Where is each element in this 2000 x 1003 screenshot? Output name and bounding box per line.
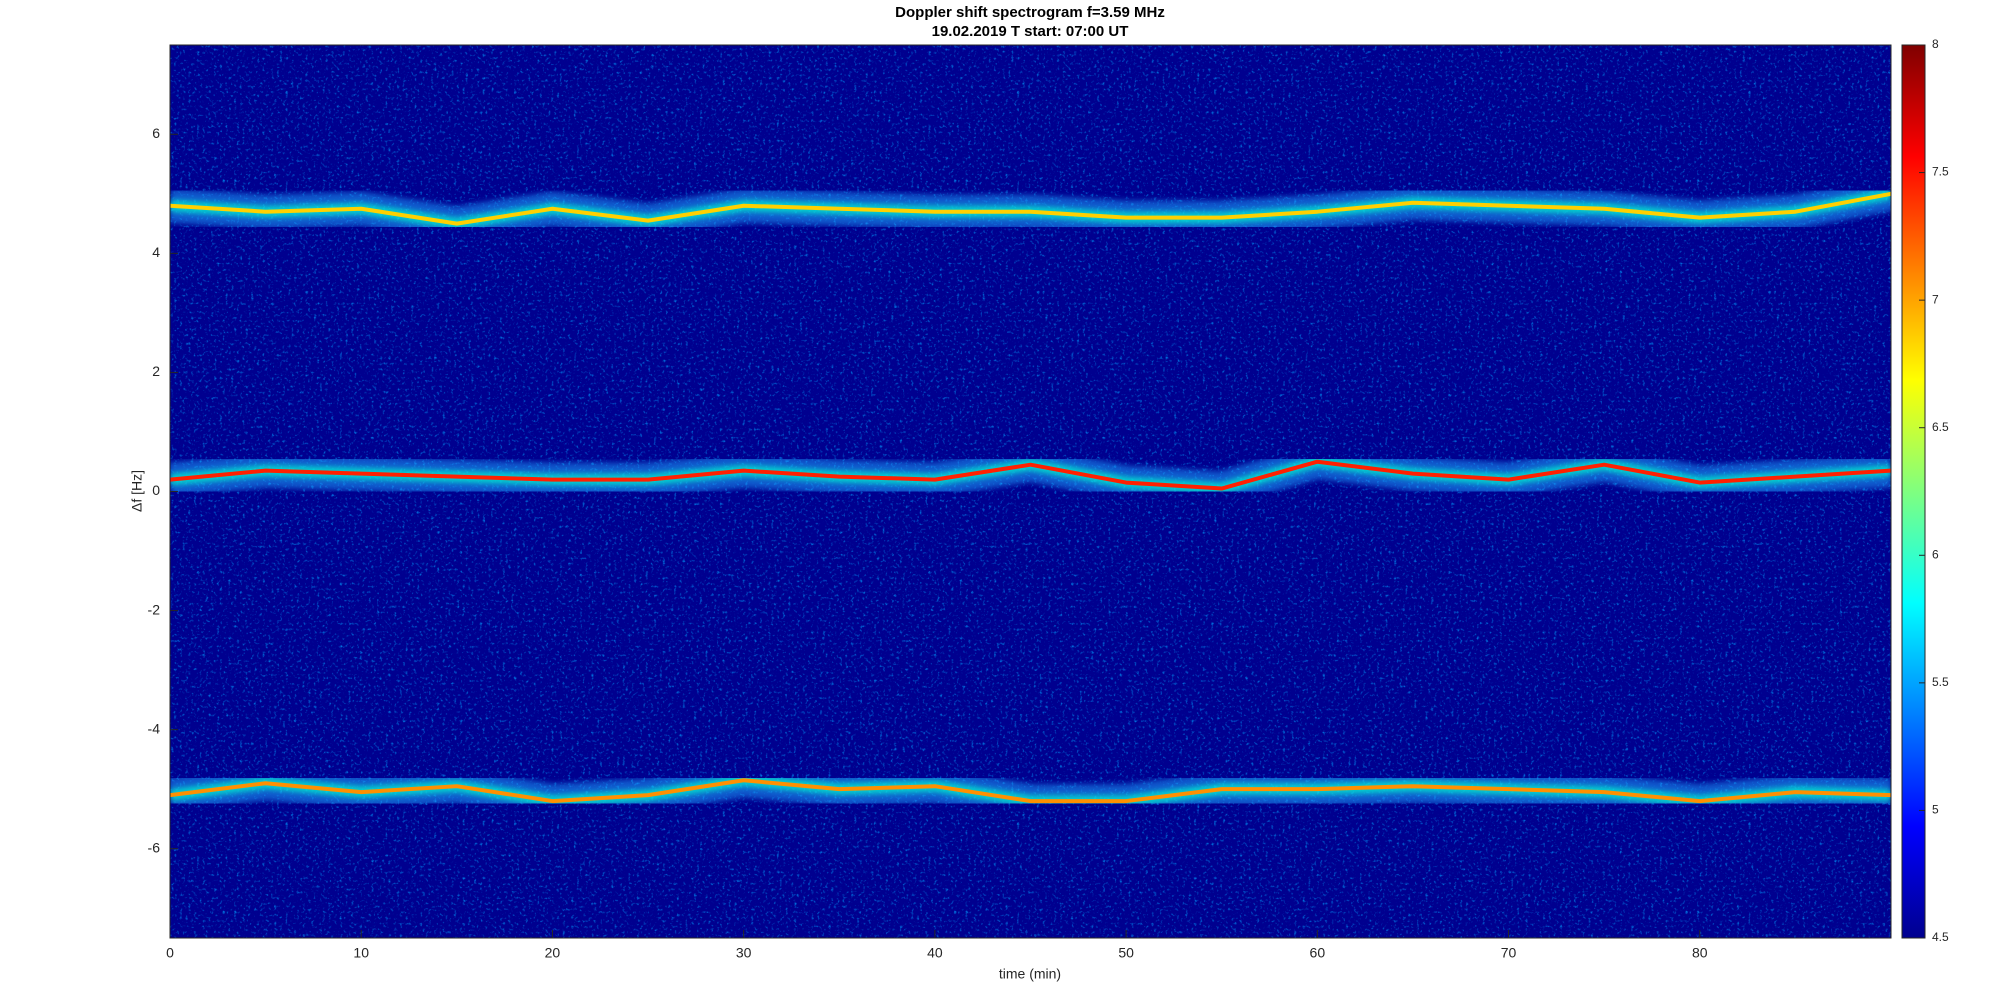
trace [170,459,1891,491]
colorbar-tick-label: 7 [1932,292,1939,306]
chart-subtitle: 19.02.2019 T start: 07:00 UT [932,23,1129,40]
trace [170,778,1891,804]
colorbar-tick-label: 7.5 [1932,165,1949,179]
y-tick-label: -2 [148,601,161,617]
x-tick-label: 50 [1118,945,1134,961]
x-axis-label: time (min) [999,966,1061,982]
colorbar-tick-label: 5 [1932,803,1939,817]
chart-title: Doppler shift spectrogram f=3.59 MHz [895,4,1165,21]
x-tick-label: 70 [1501,945,1517,961]
x-tick-label: 10 [353,945,369,961]
x-tick-label: 30 [736,945,752,961]
y-tick-label: 0 [152,482,160,498]
colorbar-tick-label: 4.5 [1932,930,1949,944]
colorbar-tick-label: 6.5 [1932,420,1949,434]
x-tick-label: 60 [1310,945,1326,961]
colorbar-tick-label: 6 [1932,547,1939,561]
y-tick-label: 4 [152,244,160,260]
colorbar-tick-label: 8 [1932,37,1939,51]
y-tick-label: -4 [148,720,161,736]
x-tick-label: 20 [545,945,561,961]
y-tick-label: -6 [148,839,161,855]
y-tick-label: 2 [152,363,160,379]
traces [170,177,1891,819]
colorbar-tick-label: 5.5 [1932,675,1949,689]
trace [170,191,1891,226]
colorbar [1901,44,1926,939]
y-axis-label: Δf [Hz] [129,470,145,512]
y-tick-label: 6 [152,125,160,141]
x-tick-label: 80 [1692,945,1708,961]
x-tick-label: 40 [927,945,943,961]
x-tick-label: 0 [166,945,174,961]
